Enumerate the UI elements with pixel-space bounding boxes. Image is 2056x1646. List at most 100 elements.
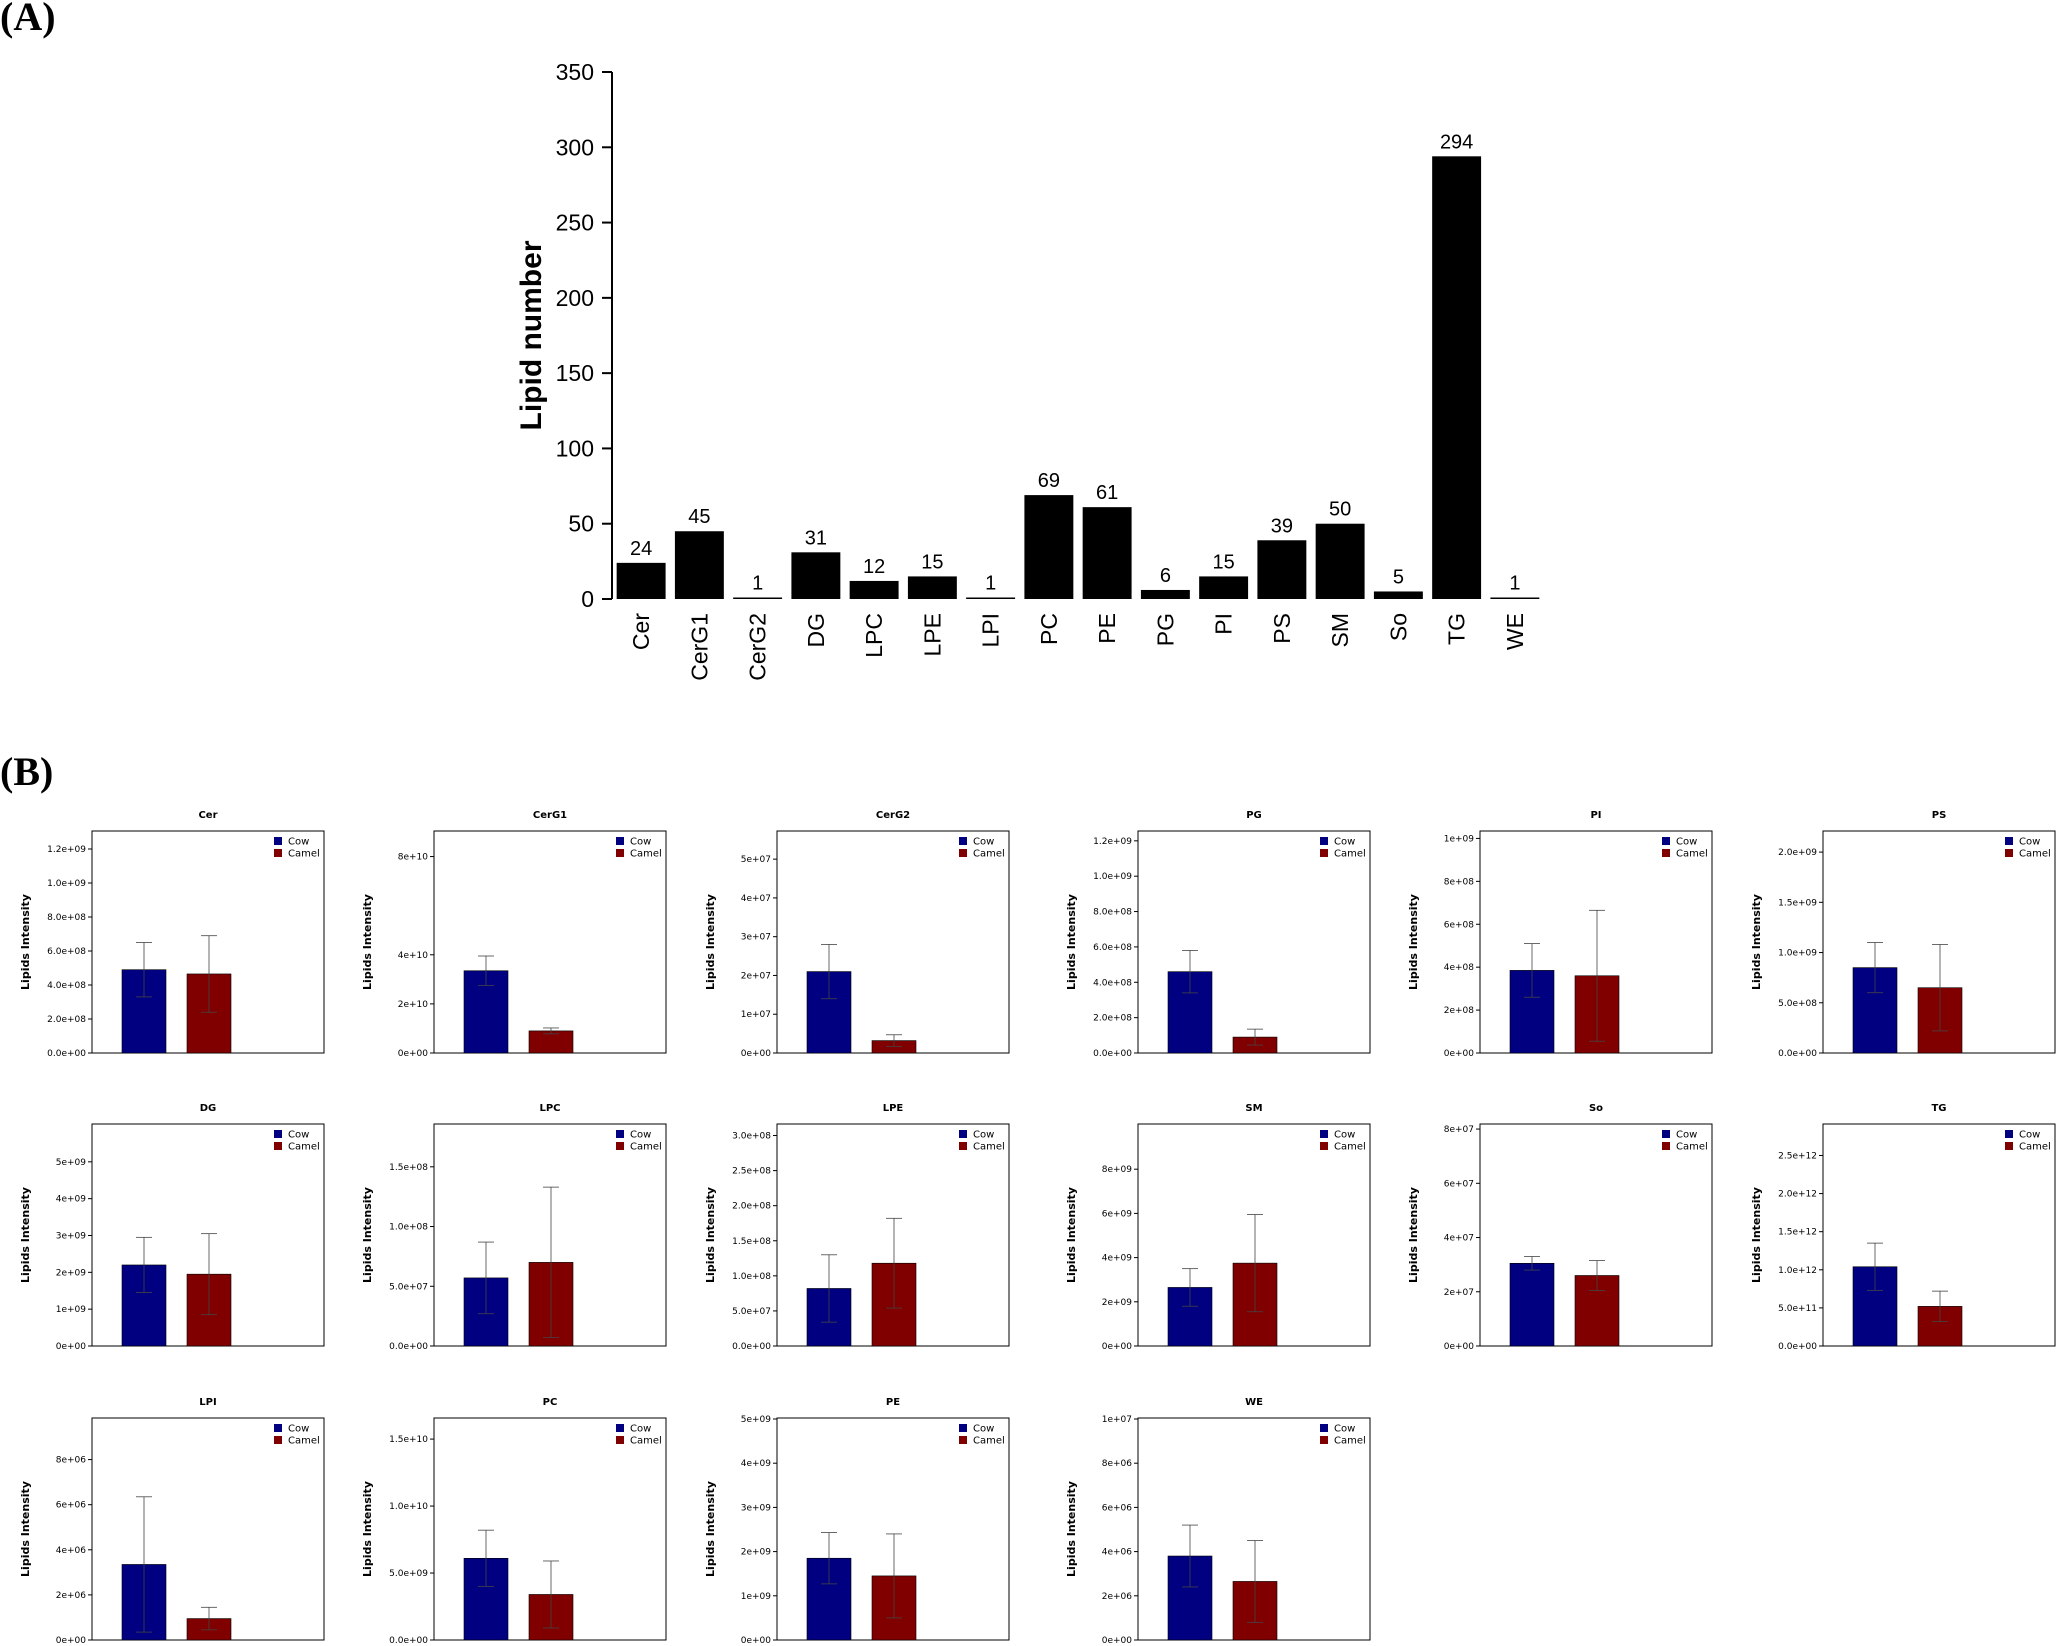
chart-title: LPI: [199, 1397, 216, 1408]
y-tick-label: 6.0e+08: [1093, 943, 1132, 953]
bar-value-label: 61: [1096, 482, 1118, 504]
chart-title: PS: [1932, 810, 1947, 821]
y-axis-title: Lipids Intensity: [704, 894, 717, 990]
y-tick-label: 0e+00: [1444, 1049, 1475, 1059]
y-tick-label: 0.0e+00: [1778, 1342, 1817, 1352]
legend-swatch: [1320, 1436, 1328, 1444]
bar-value-label: 15: [1213, 551, 1235, 573]
y-tick-label: 5.0e+09: [389, 1569, 428, 1579]
intensity-chart-pi: PI 0e+00 2e+08 4e+08 6e+08 8e+08 1e+09 CowCamel…: [1407, 810, 1713, 1059]
y-tick-label: 1.0e+09: [1778, 949, 1817, 959]
y-tick-label: 5e+09: [56, 1158, 87, 1168]
y-tick-label: 8e+07: [1444, 1125, 1474, 1135]
y-tick-label: 4e+08: [1444, 963, 1475, 973]
bar-value-label: 1: [752, 572, 763, 594]
bar-pe: [1082, 507, 1132, 599]
y-tick-label: 4e+06: [56, 1546, 87, 1556]
legend-swatch: [274, 837, 282, 845]
legend-swatch: [959, 837, 967, 845]
bar-lpe: [907, 576, 957, 599]
bar-we: [1490, 597, 1540, 599]
y-axis-title: Lipids Intensity: [1065, 1481, 1078, 1577]
bar-value-label: 294: [1440, 131, 1473, 153]
y-tick-label: 0.0e+00: [1093, 1049, 1132, 1059]
x-tick-label: SM: [1327, 613, 1353, 648]
legend-swatch: [959, 849, 967, 857]
bar-value-label: 12: [863, 556, 885, 578]
y-tick-label: 2.0e+12: [1778, 1190, 1817, 1200]
y-tick-label: 1.5e+12: [1778, 1228, 1817, 1238]
y-tick-label: 4e+10: [398, 951, 429, 961]
x-tick-label: TG: [1444, 613, 1470, 645]
y-axis-title: Lipids Intensity: [1750, 1187, 1763, 1283]
bar-lpc: [849, 580, 899, 599]
legend-label: Cow: [1676, 837, 1697, 848]
y-axis-title: Lipids Intensity: [361, 894, 374, 990]
legend-label: Camel: [630, 1142, 662, 1153]
bar-value-label: 50: [1329, 499, 1351, 521]
y-tick-label: 4e+06: [1102, 1548, 1133, 1558]
legend-swatch: [616, 837, 624, 845]
legend-swatch: [616, 1424, 624, 1432]
bar-cerg2: [733, 597, 783, 599]
legend-swatch: [959, 1142, 967, 1150]
y-axis-title: Lipids Intensity: [1065, 894, 1078, 990]
y-tick-label: 5e+09: [741, 1415, 772, 1425]
y-tick-label: 4e+07: [1444, 1234, 1474, 1244]
y-tick-label: 0.0e+00: [1778, 1049, 1817, 1059]
y-tick-label: 0e+00: [398, 1049, 429, 1059]
y-tick-label: 2.5e+08: [732, 1167, 771, 1177]
legend-swatch: [274, 1142, 282, 1150]
y-tick-label: 150: [556, 360, 594, 386]
chart-title: PE: [886, 1397, 900, 1408]
x-tick-label: CerG1: [686, 613, 712, 681]
legend-label: Cow: [1334, 1130, 1355, 1141]
legend-swatch: [959, 1130, 967, 1138]
y-axis-title: Lipids Intensity: [361, 1187, 374, 1283]
legend-swatch: [616, 1436, 624, 1444]
y-tick-label: 1.0e+09: [1093, 872, 1132, 882]
legend-swatch: [2005, 849, 2013, 857]
y-axis-title: Lipids Intensity: [1750, 894, 1763, 990]
bar-value-label: 15: [921, 551, 943, 573]
camel-bar: [186, 973, 232, 1054]
chart-title: CerG1: [533, 810, 567, 821]
y-axis-title: Lipids Intensity: [19, 1187, 32, 1283]
legend-swatch: [1320, 1130, 1328, 1138]
intensity-chart-pg: PG 0.0e+00 2.0e+08 4.0e+08 6.0e+08 8.0e+08 1.0…: [1065, 810, 1371, 1059]
x-tick-label: So: [1385, 613, 1411, 641]
x-tick-label: LPC: [861, 613, 887, 658]
bar-value-label: 6: [1160, 565, 1171, 587]
y-tick-label: 8e+08: [1444, 877, 1475, 887]
legend-label: Camel: [1676, 1142, 1708, 1153]
y-tick-label: 1e+09: [1444, 834, 1475, 844]
y-tick-label: 6e+07: [1444, 1179, 1474, 1189]
bar-value-label: 45: [688, 506, 710, 528]
legend-label: Cow: [2019, 837, 2040, 848]
y-tick-label: 4.0e+08: [47, 981, 86, 991]
y-axis-title: Lipids Intensity: [19, 894, 32, 990]
x-tick-label: LPE: [919, 613, 945, 656]
y-tick-label: 0.0e+00: [389, 1342, 428, 1352]
legend-label: Camel: [1676, 849, 1708, 860]
legend-label: Camel: [973, 1142, 1005, 1153]
chart-title: DG: [200, 1103, 217, 1114]
lipid-number-chart: 05010015020025030035024Cer45CerG11CerG23…: [515, 59, 1540, 681]
y-tick-label: 4.0e+08: [1093, 978, 1132, 988]
bar-so: [1373, 591, 1423, 599]
bar-value-label: 69: [1038, 470, 1060, 492]
x-tick-label: Cer: [628, 613, 654, 650]
y-tick-label: 350: [556, 59, 594, 85]
y-tick-label: 2.0e+09: [1778, 848, 1817, 858]
bar-pg: [1140, 589, 1190, 599]
panel-b-label: (B): [0, 749, 53, 794]
legend-swatch: [1320, 849, 1328, 857]
chart-title: PI: [1590, 810, 1601, 821]
legend-label: Camel: [288, 849, 320, 860]
legend-label: Camel: [630, 1436, 662, 1447]
legend-swatch: [616, 849, 624, 857]
bar-value-label: 1: [985, 572, 996, 594]
